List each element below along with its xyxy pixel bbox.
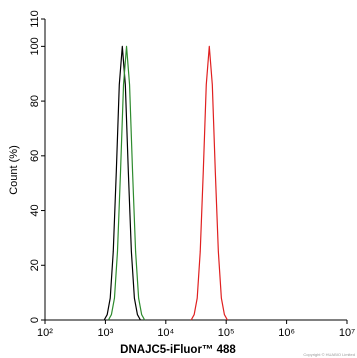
y-tick-label: 20	[29, 259, 41, 271]
histogram-line	[103, 45, 141, 321]
x-axis-label: DNAJC5-iFluor™ 488	[120, 344, 236, 356]
y-axis-label: Count (%)	[8, 145, 20, 195]
x-tick-label: 10³	[97, 327, 113, 339]
x-tick-label: 10⁷	[339, 327, 355, 339]
y-tick-label: 100	[29, 37, 41, 55]
histogram-line	[190, 45, 228, 321]
histogram-line	[107, 45, 146, 321]
x-tick-label: 10²	[37, 327, 53, 339]
y-tick-label: 80	[29, 95, 41, 107]
copyright: Copyright © HUABIO Limited	[303, 352, 355, 357]
x-tick-label: 10⁴	[157, 327, 174, 339]
y-tick-label: 40	[29, 204, 41, 216]
x-tick-label: 10⁶	[278, 327, 295, 339]
x-tick-label: 10⁵	[218, 327, 235, 339]
y-tick-label: 0	[29, 317, 41, 323]
y-tick-label: 60	[29, 150, 41, 162]
y-tick-label: 110	[29, 10, 41, 28]
